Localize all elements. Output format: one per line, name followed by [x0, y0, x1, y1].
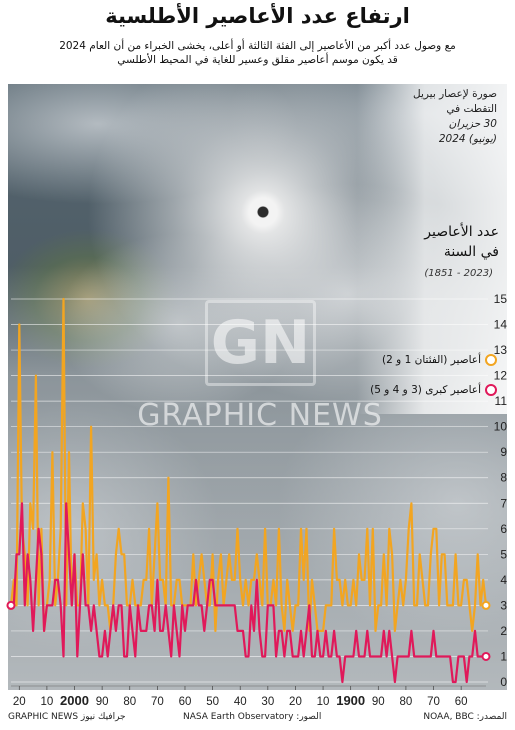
photo-caption-line-4: (يونيو) 2024: [438, 133, 497, 145]
x-tick-label: 70: [151, 696, 164, 708]
x-tick-label: 50: [206, 696, 219, 708]
y-tick-label: 6: [500, 522, 507, 536]
y-tick-label: 3: [500, 598, 507, 612]
x-tick-label: 60: [179, 696, 192, 708]
watermark-logo: GN: [205, 300, 316, 386]
x-tick-label: 2000: [60, 693, 89, 708]
y-tick-label: 9: [500, 445, 507, 459]
x-tick-label: 60: [455, 696, 468, 708]
x-tick-label: 70: [427, 696, 440, 708]
footer: جرافيك نيوز GRAPHIC NEWS الصور: NASA Ear…: [8, 712, 507, 728]
series-line-0: [9, 297, 488, 633]
series-line-1: [11, 502, 486, 684]
x-tick-label: 30: [261, 696, 274, 708]
y-tick-label: 5: [500, 547, 507, 561]
x-tick-label: 90: [96, 696, 109, 708]
y-axis-title-line-2: في السنة: [443, 244, 499, 260]
y-tick-label: 7: [500, 496, 507, 510]
legend-hurricanes: أعاصير (الفئتان 1 و 2): [297, 354, 497, 366]
x-axis-ticks: 60 70 80 90 1900 10 20 30 40 50 60 70 80 90 2000 10 20: [11, 685, 486, 708]
x-tick-label: 1900: [336, 693, 365, 708]
x-tick-label: 20: [13, 696, 26, 708]
credit-text: جرافيك نيوز GRAPHIC NEWS: [8, 712, 126, 722]
legend-label-hurricanes: أعاصير (الفئتان 1 و 2): [382, 354, 481, 366]
y-tick-label: 10: [494, 420, 508, 434]
x-tick-label: 10: [317, 696, 330, 708]
y-tick-label: 2: [500, 624, 507, 638]
y-tick-label: 15: [494, 292, 508, 306]
legend-label-major: أعاصير كبرى (3 و 4 و 5): [370, 384, 481, 396]
chart-subtitle: مع وصول عدد أكبر من الأعاصير إلى الفئة ا…: [10, 39, 505, 67]
chart-title: ارتفاع عدد الأعاصير الأطلسية: [105, 4, 410, 28]
y-tick-label: 14: [494, 318, 508, 332]
y-axis-title-line-1: عدد الأعاصير: [424, 224, 499, 240]
x-tick-label: 10: [41, 696, 54, 708]
chart-series: [6, 297, 491, 684]
y-tick-label: 11: [495, 394, 508, 408]
y-tick-label: 13: [494, 343, 508, 357]
subtitle-line-2: قد يكون موسم أعاصير مقلق وعسير للغاية في…: [117, 54, 398, 66]
x-tick-label: 90: [372, 696, 385, 708]
y-tick-label: 1: [500, 649, 507, 663]
photo-caption-line-1: صورة لإعصار بيريل: [413, 88, 497, 100]
year-range-label: (2023 - 1851): [424, 268, 493, 279]
photo-caption-line-3: 30 حزيران: [448, 118, 497, 130]
x-tick-label: 40: [234, 696, 247, 708]
watermark-text: GRAPHIC NEWS: [137, 398, 383, 433]
photo-source: الصور: NASA Earth Observatory: [183, 712, 322, 722]
photo-caption-line-2: التقطت في: [446, 103, 497, 115]
series-endpoint-end: [6, 600, 16, 610]
legend-marker-hurricanes: [485, 354, 497, 366]
subtitle-line-1: مع وصول عدد أكبر من الأعاصير إلى الفئة ا…: [59, 40, 456, 52]
x-tick-label: 80: [400, 696, 413, 708]
y-tick-label: 8: [500, 471, 507, 485]
data-source: المصدر: NOAA, BBC: [423, 712, 507, 722]
y-axis-title: عدد الأعاصير في السنة: [389, 222, 499, 262]
x-tick-label: 80: [123, 696, 136, 708]
series-endpoint-start: [481, 651, 491, 661]
legend-marker-major: [485, 384, 497, 396]
y-tick-label: 0: [500, 675, 507, 689]
x-tick-label: 20: [289, 696, 302, 708]
photo-caption: صورة لإعصار بيريل التقطت في 30 حزيران (ي…: [377, 87, 497, 147]
y-tick-label: 4: [500, 573, 507, 587]
y-tick-label: 12: [494, 369, 508, 383]
series-endpoint-start: [481, 600, 491, 610]
legend-major-hurricanes: أعاصير كبرى (3 و 4 و 5): [297, 384, 497, 396]
